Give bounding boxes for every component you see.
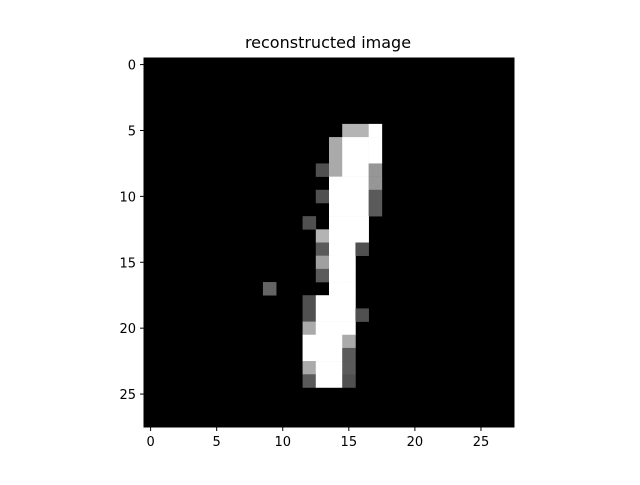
pixel-r17-c14 [329, 282, 343, 296]
pixel-r19-c13 [315, 308, 330, 322]
plot-area [143, 57, 515, 428]
pixel-r10-c14 [329, 189, 343, 204]
pixel-r23-c14 [329, 361, 343, 375]
pixel-r18-c15 [342, 295, 356, 309]
y-tick-label-20: 20 [119, 322, 136, 337]
pixel-r19-c14 [329, 308, 343, 322]
y-tick-label-5: 5 [128, 124, 136, 139]
pixel-r22-c12 [302, 347, 317, 362]
pixel-layer [262, 123, 383, 388]
y-axis: 0 5 10 15 20 25 [119, 59, 144, 403]
pixel-r8-c14 [329, 163, 343, 177]
pixel-r9-c16 [355, 176, 369, 191]
pixel-r7-c15 [342, 150, 356, 164]
pixel-r13-c15 [342, 229, 356, 243]
pixel-r20-c12 [302, 321, 317, 336]
pixel-r23-c12 [302, 361, 317, 375]
pixel-r6-c16 [355, 137, 369, 151]
pixel-r22-c13 [315, 347, 330, 362]
pixel-r23-c15 [342, 361, 356, 375]
x-tick-label-25: 25 [473, 435, 490, 450]
pixel-r9-c14 [329, 176, 343, 191]
x-tick-label-15: 15 [341, 435, 358, 450]
pixel-r12-c15 [342, 216, 356, 230]
pixel-r18-c14 [329, 295, 343, 309]
pixel-r7-c14 [329, 150, 343, 164]
x-tick-label-0: 0 [146, 435, 154, 450]
pixel-r16-c14 [329, 268, 343, 283]
chart-title: reconstructed image [245, 33, 411, 52]
pixel-r7-c16 [355, 150, 369, 164]
pixel-r12-c12 [302, 216, 317, 230]
pixel-r13-c13 [315, 229, 330, 243]
pixel-r18-c13 [315, 295, 330, 309]
pixel-r6-c15 [342, 137, 356, 151]
pixel-r7-c17 [368, 150, 383, 164]
pixel-r15-c14 [329, 255, 343, 270]
x-axis: 0 5 10 15 20 25 [146, 427, 489, 450]
pixel-r6-c17 [368, 137, 383, 151]
pixel-r24-c14 [329, 374, 343, 388]
pixel-r14-c13 [315, 242, 330, 256]
pixel-r19-c15 [342, 308, 356, 322]
y-tick-label-25: 25 [119, 388, 136, 403]
y-tick-label-15: 15 [119, 256, 136, 271]
pixel-r12-c16 [355, 216, 369, 230]
pixel-r16-c13 [315, 268, 330, 283]
pixel-r14-c16 [355, 242, 369, 256]
pixel-r6-c14 [329, 137, 343, 151]
pixel-r11-c17 [368, 202, 383, 217]
pixel-r23-c13 [315, 361, 330, 375]
pixel-r24-c13 [315, 374, 330, 388]
pixel-r22-c15 [342, 347, 356, 362]
pixel-r15-c15 [342, 255, 356, 270]
pixel-r18-c12 [302, 295, 317, 309]
pixel-r8-c13 [315, 163, 330, 177]
pixel-r5-c17 [368, 123, 383, 138]
x-tick-label-10: 10 [274, 435, 291, 450]
pixel-r21-c15 [342, 334, 356, 349]
pixel-r24-c15 [342, 374, 356, 388]
pixel-r20-c14 [329, 321, 343, 336]
pixel-r13-c14 [329, 229, 343, 243]
pixel-r19-c16 [355, 308, 369, 322]
pixel-r20-c15 [342, 321, 356, 336]
pixel-r15-c13 [315, 255, 330, 270]
pixel-r19-c12 [302, 308, 317, 322]
pixel-r5-c16 [355, 123, 369, 138]
pixel-r10-c17 [368, 189, 383, 204]
pixel-r14-c15 [342, 242, 356, 256]
pixel-r8-c16 [355, 163, 369, 177]
pixel-r10-c16 [355, 189, 369, 204]
axes-frame [143, 57, 515, 428]
pixel-r16-c15 [342, 268, 356, 283]
pixel-r22-c14 [329, 347, 343, 362]
pixel-r21-c12 [302, 334, 317, 349]
x-tick-label-20: 20 [407, 435, 424, 450]
pixel-r21-c13 [315, 334, 330, 349]
pixel-r14-c14 [329, 242, 343, 256]
pixel-r8-c15 [342, 163, 356, 177]
x-tick-label-5: 5 [213, 435, 221, 450]
pixel-r13-c16 [355, 229, 369, 243]
pixel-r11-c15 [342, 202, 356, 217]
pixel-r21-c14 [329, 334, 343, 349]
y-tick-label-10: 10 [119, 190, 136, 205]
pixel-r11-c14 [329, 202, 343, 217]
pixel-r9-c17 [368, 176, 383, 191]
pixel-r9-c15 [342, 176, 356, 191]
pixel-r10-c13 [315, 189, 330, 204]
y-tick-label-0: 0 [128, 59, 136, 74]
pixel-r8-c17 [368, 163, 383, 177]
pixel-r5-c15 [342, 123, 356, 138]
pixel-r12-c14 [329, 216, 343, 230]
pixel-r20-c13 [315, 321, 330, 336]
pixel-r10-c15 [342, 189, 356, 204]
pixel-r11-c16 [355, 202, 369, 217]
pixel-r24-c12 [302, 374, 317, 388]
pixel-r17-c15 [342, 282, 356, 296]
pixel-r17-c9 [262, 282, 277, 296]
